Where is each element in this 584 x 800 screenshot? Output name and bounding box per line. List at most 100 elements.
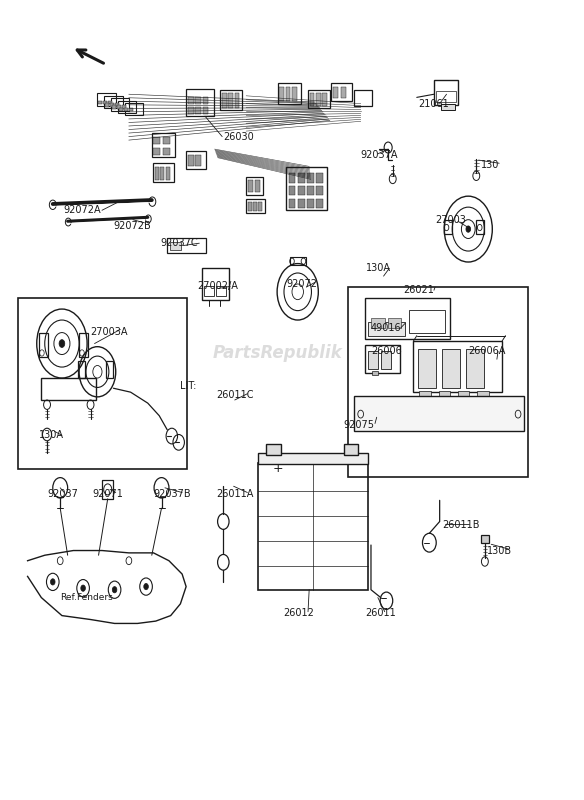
Circle shape: [59, 340, 65, 347]
Bar: [108, 101, 112, 105]
Bar: [188, 155, 193, 166]
Bar: [203, 106, 208, 114]
Bar: [258, 462, 367, 590]
Bar: [41, 378, 96, 400]
Bar: [115, 103, 119, 106]
Bar: [217, 286, 225, 296]
Bar: [186, 89, 214, 116]
Bar: [307, 186, 314, 195]
Bar: [277, 83, 301, 104]
Bar: [442, 349, 460, 388]
Bar: [161, 167, 164, 180]
Text: 92037A: 92037A: [361, 150, 398, 160]
Circle shape: [50, 578, 55, 585]
Bar: [367, 322, 405, 336]
Bar: [117, 106, 121, 109]
Bar: [316, 174, 323, 183]
Bar: [255, 181, 260, 192]
Text: 26011C: 26011C: [217, 390, 254, 400]
Text: 130: 130: [481, 160, 499, 170]
Bar: [248, 181, 253, 192]
Bar: [458, 390, 470, 396]
Bar: [122, 106, 126, 109]
Bar: [343, 444, 358, 455]
Bar: [129, 107, 133, 111]
Bar: [365, 298, 450, 339]
Bar: [288, 174, 296, 183]
Text: 26012: 26012: [283, 608, 314, 618]
Bar: [248, 202, 252, 211]
Bar: [258, 454, 367, 464]
Bar: [388, 318, 401, 328]
Bar: [246, 199, 265, 214]
Bar: [124, 107, 128, 111]
Bar: [439, 390, 450, 396]
Text: 21061: 21061: [418, 98, 449, 109]
Bar: [310, 94, 314, 106]
Bar: [307, 174, 314, 183]
Text: PartsRepublik: PartsRepublik: [213, 344, 343, 362]
Bar: [444, 220, 451, 234]
Bar: [118, 101, 136, 113]
Bar: [79, 334, 88, 357]
Bar: [169, 242, 181, 250]
Bar: [220, 90, 242, 110]
Bar: [105, 103, 109, 106]
Bar: [188, 106, 193, 114]
Text: 92037B: 92037B: [154, 489, 191, 499]
Text: 27003: 27003: [435, 214, 466, 225]
Text: 92037: 92037: [47, 489, 78, 499]
Bar: [298, 198, 305, 208]
Bar: [112, 106, 116, 109]
Bar: [316, 198, 323, 208]
Bar: [413, 341, 502, 392]
Bar: [106, 361, 113, 378]
Text: +: +: [273, 462, 284, 475]
Bar: [110, 103, 114, 106]
Bar: [186, 151, 206, 169]
Text: 26030: 26030: [223, 131, 254, 142]
Bar: [266, 444, 280, 455]
Bar: [368, 350, 378, 370]
Bar: [163, 138, 169, 145]
Bar: [195, 97, 201, 104]
Bar: [365, 345, 399, 373]
Bar: [381, 350, 391, 370]
Bar: [419, 390, 430, 396]
Circle shape: [112, 586, 117, 593]
Bar: [441, 104, 455, 110]
Bar: [222, 94, 227, 107]
Text: 26006: 26006: [371, 346, 402, 356]
Text: 92071: 92071: [93, 489, 124, 499]
Text: 49016: 49016: [371, 323, 402, 333]
Bar: [253, 202, 257, 211]
Text: 92037C: 92037C: [161, 238, 198, 248]
Bar: [434, 80, 458, 106]
Bar: [228, 94, 233, 107]
Bar: [322, 94, 327, 106]
Bar: [111, 98, 130, 110]
Bar: [333, 87, 338, 98]
Bar: [204, 286, 214, 296]
Circle shape: [81, 585, 85, 591]
Circle shape: [466, 226, 471, 232]
Bar: [155, 167, 159, 180]
Bar: [125, 103, 143, 115]
Bar: [354, 90, 372, 106]
Bar: [203, 97, 208, 104]
Bar: [119, 107, 123, 111]
Text: 92075: 92075: [343, 420, 374, 430]
Bar: [290, 258, 306, 265]
Bar: [195, 106, 201, 114]
Bar: [154, 138, 161, 145]
Bar: [466, 349, 484, 388]
Bar: [279, 87, 284, 102]
Bar: [372, 371, 378, 375]
Bar: [436, 91, 456, 102]
Bar: [340, 87, 346, 98]
Text: 26006A: 26006A: [468, 346, 506, 356]
Bar: [409, 310, 445, 334]
Text: LIT:: LIT:: [180, 381, 197, 391]
Text: 26011B: 26011B: [442, 521, 479, 530]
Bar: [98, 94, 116, 106]
